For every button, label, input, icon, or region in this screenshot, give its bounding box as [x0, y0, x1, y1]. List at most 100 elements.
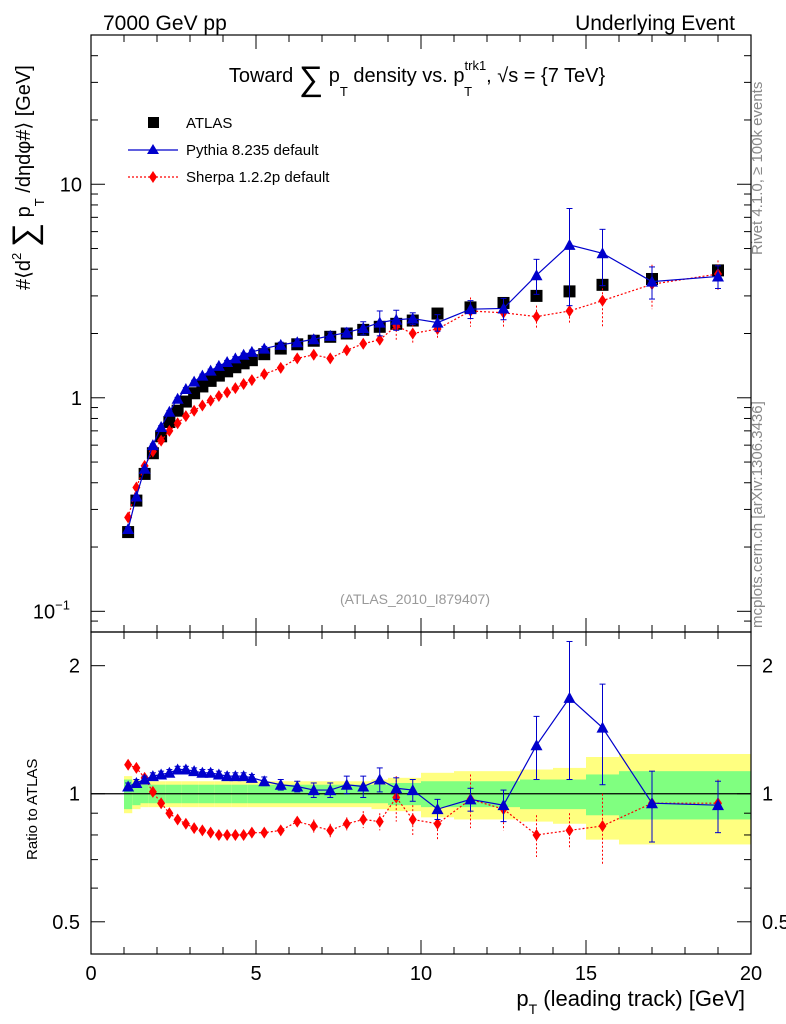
- sherpa-point: [181, 410, 190, 423]
- sherpa-point: [206, 394, 215, 407]
- pythia-ratio-point: [237, 770, 250, 782]
- y-tick-label: 2: [69, 656, 80, 678]
- sherpa-ratio-point: [342, 817, 351, 830]
- main-title: Toward ∑ pT density vs. ptrk1 T, √s = {7 …: [229, 58, 606, 101]
- pythia-ratio-point: [221, 770, 234, 782]
- pythia-ratio-point: [291, 780, 304, 792]
- y-tick-label-right: 2: [762, 656, 773, 678]
- sherpa-ratio-point: [165, 807, 174, 820]
- pythia-point: [497, 302, 510, 314]
- pythia-point: [464, 303, 477, 315]
- pythia-point: [596, 247, 609, 259]
- pythia-ratio-point: [324, 784, 337, 796]
- sherpa-point: [293, 352, 302, 365]
- pythia-ratio-point: [646, 797, 658, 809]
- pythia-point: [563, 238, 576, 250]
- sherpa-point: [309, 348, 318, 361]
- pythia-point: [258, 342, 271, 354]
- sherpa-ratio-point: [223, 828, 232, 841]
- pythia-ratio-point: [138, 773, 151, 785]
- pythia-line: [127, 244, 719, 530]
- pythia-point: [138, 462, 151, 474]
- pythia-ratio-point: [245, 771, 258, 783]
- pythia-ratio-point: [212, 768, 225, 780]
- sherpa-point: [408, 327, 417, 340]
- atlas-point: [163, 416, 176, 429]
- pythia-ratio-point: [204, 766, 217, 778]
- pythia-point: [357, 322, 370, 334]
- pythia-point: [646, 275, 658, 287]
- sherpa-ratio-point: [239, 828, 248, 841]
- y-tick-label-right: 1: [762, 784, 773, 806]
- sherpa-ratio-point: [326, 824, 335, 837]
- bottom-ylabel: Ratio to ATLAS: [24, 759, 41, 860]
- legend-marker-pythia: [147, 144, 159, 154]
- sherpa-ratio-point: [309, 819, 318, 832]
- pythia-ratio-point: [307, 784, 320, 796]
- sherpa-point: [260, 368, 269, 381]
- sherpa-ratio-point: [532, 828, 541, 841]
- x-tick-label: 20: [740, 963, 762, 985]
- pythia-point: [712, 270, 724, 282]
- legend-label-sherpa: Sherpa 1.2.2p default: [186, 169, 330, 186]
- sherpa-point: [223, 386, 232, 399]
- pythia-point: [274, 338, 287, 350]
- analysis-watermark: (ATLAS_2010_I879407): [340, 591, 490, 607]
- sherpa-ratio-point: [276, 824, 285, 837]
- pythia-point: [431, 316, 444, 328]
- mcplots-label: mcplots.cern.ch [arXiv:1306.3436]: [749, 401, 766, 628]
- sherpa-ratio-point: [132, 761, 141, 774]
- pythia-ratio-point: [406, 784, 419, 796]
- header-right: Underlying Event: [575, 12, 735, 35]
- pythia-point: [237, 348, 250, 360]
- xlabel: pT (leading track) [GeV]: [516, 986, 745, 1019]
- y-tick-label: 1: [71, 388, 82, 410]
- pythia-point: [171, 392, 184, 404]
- sherpa-point: [247, 374, 256, 387]
- pythia-ratio-point: [179, 763, 192, 775]
- sherpa-point: [375, 333, 384, 346]
- pythia-ratio-point: [163, 766, 176, 778]
- sherpa-point: [214, 389, 223, 402]
- header-left: 7000 GeV pp: [103, 12, 227, 35]
- pythia-point: [188, 375, 201, 387]
- sherpa-ratio-point: [293, 815, 302, 828]
- pythia-point: [307, 333, 320, 345]
- pythia-point: [204, 364, 217, 376]
- pythia-ratio-point: [497, 799, 510, 811]
- sherpa-point: [231, 382, 240, 395]
- y-tick-label-right: 0.5: [762, 912, 786, 934]
- pythia-ratio-point: [464, 793, 477, 805]
- sherpa-ratio-point: [231, 828, 240, 841]
- pythia-ratio-point: [596, 721, 609, 733]
- pythia-point: [291, 336, 304, 348]
- sherpa-point: [198, 399, 207, 412]
- x-tick-label: 0: [85, 963, 96, 985]
- pythia-ratio-point: [171, 763, 184, 775]
- sherpa-ratio-point: [181, 817, 190, 830]
- sherpa-point: [276, 361, 285, 374]
- pythia-point: [163, 405, 176, 417]
- sherpa-ratio-point: [173, 813, 182, 826]
- legend-marker-atlas: [148, 117, 159, 128]
- legend-marker-sherpa: [149, 171, 157, 183]
- sherpa-ratio-point: [247, 826, 256, 839]
- sherpa-ratio-point: [214, 828, 223, 841]
- pythia-point: [229, 352, 242, 364]
- pythia-point: [373, 316, 386, 328]
- pythia-point: [130, 490, 143, 502]
- sherpa-point: [532, 310, 541, 323]
- sherpa-ratio-point: [124, 758, 133, 771]
- sherpa-line: [127, 273, 719, 518]
- pythia-ratio-point: [130, 776, 143, 788]
- pythia-ratio-point: [188, 765, 201, 777]
- sherpa-ratio-point: [260, 826, 269, 839]
- pythia-point: [146, 439, 159, 451]
- pythia-point: [155, 420, 168, 432]
- atlas-point: [245, 354, 258, 367]
- sherpa-ratio-point: [198, 824, 207, 837]
- atlas-point: [530, 289, 543, 302]
- sherpa-point: [342, 344, 351, 357]
- sherpa-point: [565, 304, 574, 317]
